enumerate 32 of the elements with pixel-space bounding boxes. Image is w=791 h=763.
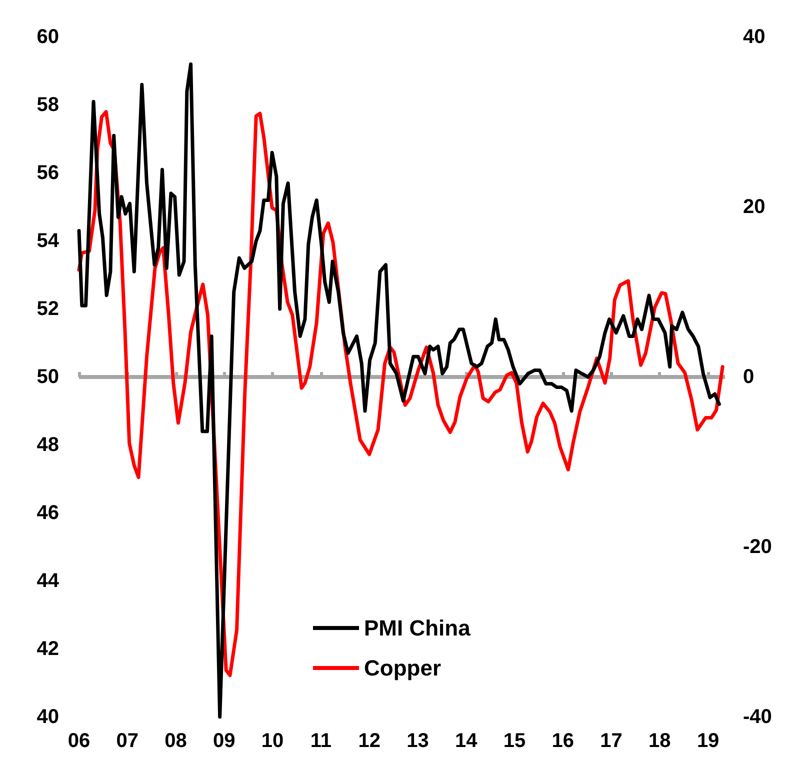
x-tick-label: 19: [696, 730, 720, 752]
x-tick-label: 16: [552, 730, 574, 752]
x-tick-label: 18: [648, 730, 671, 752]
y-tick-label: 48: [36, 434, 59, 456]
x-tick-label: 17: [600, 730, 622, 752]
y-tick-label: 50: [36, 366, 59, 388]
y2-tick-label: 40: [743, 26, 766, 48]
x-tick-label: 10: [261, 730, 284, 752]
y2-tick-label: 0: [743, 366, 754, 388]
y-tick-label: 54: [36, 230, 60, 252]
y2-tick-label: -40: [743, 706, 772, 728]
legend-label: Copper: [364, 656, 442, 680]
y-tick-label: 40: [36, 706, 59, 728]
x-tick-label: 09: [213, 730, 236, 752]
x-tick-label: 12: [358, 730, 380, 752]
x-tick-label: 15: [503, 730, 526, 752]
y-tick-label: 58: [36, 94, 59, 116]
y-tick-label: 42: [36, 638, 59, 660]
y-tick-label: 44: [36, 570, 60, 592]
x-tick-label: 08: [164, 730, 187, 752]
x-tick-label: 14: [454, 730, 478, 752]
y2-tick-label: -20: [743, 536, 772, 558]
y-tick-label: 60: [36, 26, 59, 48]
y-tick-label: 52: [36, 298, 59, 320]
legend-label: PMI China: [364, 616, 472, 640]
x-tick-label: 11: [310, 730, 332, 752]
y-tick-label: 46: [36, 502, 59, 524]
y2-tick-label: 20: [743, 196, 766, 218]
x-tick-label: 06: [68, 730, 90, 752]
y-tick-label: 56: [36, 162, 59, 184]
x-tick-label: 07: [116, 730, 139, 752]
x-tick-label: 13: [406, 730, 429, 752]
